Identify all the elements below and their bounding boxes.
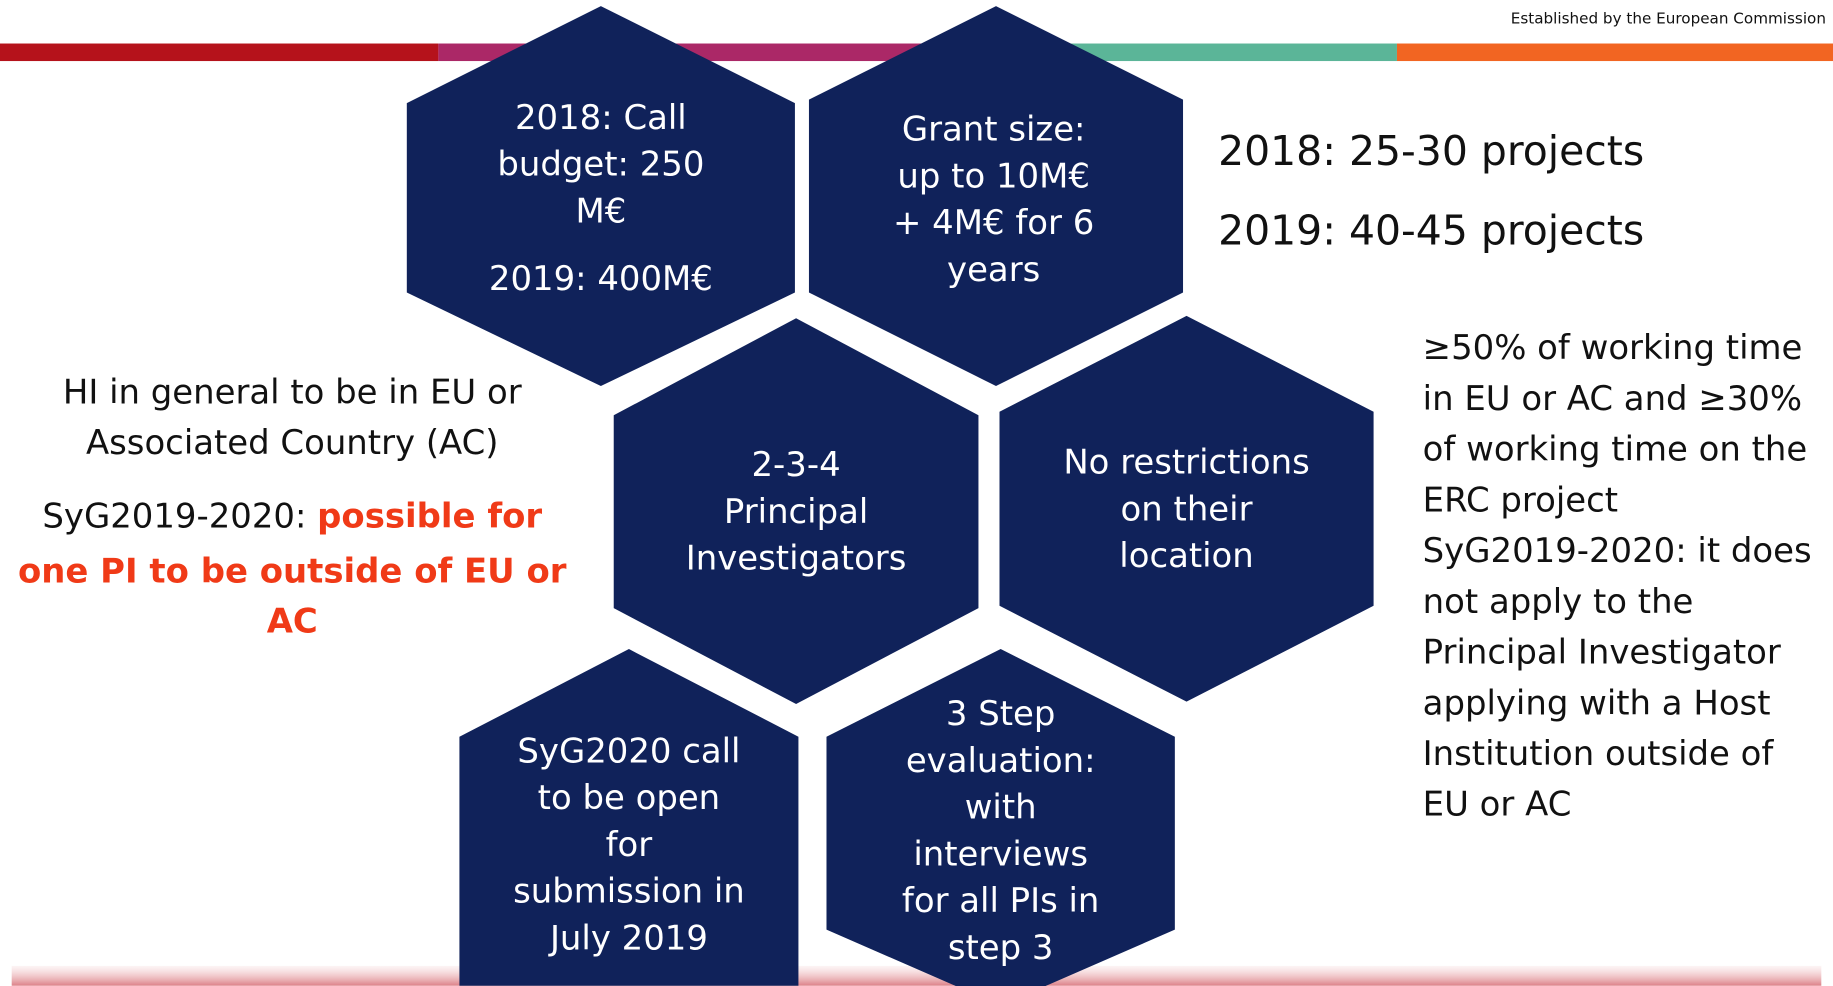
host-text: HI in general to be in EU or: [63, 373, 522, 412]
hexagon-text: 2-3-4: [752, 445, 841, 484]
hexagon-text: interviews: [913, 834, 1088, 873]
projects-text: 2019: 40-45 projects: [1218, 207, 1644, 255]
header-tagline: Established by the European Commission: [1511, 10, 1826, 28]
hexagon-text: step 3: [948, 928, 1054, 967]
hexagon-text: M€: [575, 191, 626, 230]
working-time-text: in EU or AC and ≥30%: [1423, 379, 1802, 418]
hexagon-text: + 4M€ for 6: [893, 203, 1094, 242]
texts: 2018: Call budget: 250 M€ 2019: 400M€ Grant …: [18, 98, 1812, 967]
working-time-text: Institution outside of: [1423, 734, 1775, 773]
hexagon-text: for: [606, 825, 653, 864]
projects-text: 2018: 25-30 projects: [1218, 127, 1644, 175]
hexagon: [999, 315, 1374, 702]
working-time-text: not apply to the: [1423, 582, 1694, 621]
hexagon-text: 2018: Call: [515, 98, 687, 137]
top-bar-red: [0, 43, 439, 62]
host-note-prefix: SyG2019-2020:: [42, 496, 306, 535]
hexagon-text: with: [965, 788, 1037, 827]
hexagon-text: for all PIs in: [902, 881, 1100, 920]
hexagon: [613, 318, 979, 705]
hexagon-text: budget: 250: [497, 145, 704, 184]
host-note-highlight: AC: [267, 602, 318, 641]
hexagon-text: evaluation:: [906, 741, 1096, 780]
host-note-highlight: possible for: [317, 496, 542, 535]
working-time-text: SyG2019-2020: it does: [1423, 531, 1812, 570]
hexagon: [459, 649, 799, 986]
hexagon-text: to be open: [538, 778, 721, 817]
working-time-text: ≥50% of working time: [1423, 328, 1803, 367]
hexagon-text: Investigators: [686, 539, 907, 578]
host-note-highlight: one PI to be outside of EU or: [18, 551, 567, 590]
hexagon-text: 3 Step: [946, 694, 1055, 733]
hexagon-text: Principal: [724, 492, 868, 531]
hexagon: [808, 6, 1184, 387]
hexagon-text: on their: [1121, 489, 1253, 528]
working-time-text: Principal Investigator: [1423, 633, 1781, 672]
working-time-text: of working time on the: [1423, 430, 1808, 469]
working-time-text: ERC project: [1423, 480, 1618, 519]
hexagon: [826, 649, 1175, 986]
top-bar-orange: [1396, 43, 1833, 62]
hexagon: [406, 6, 795, 387]
working-time-text: applying with a Host: [1423, 683, 1771, 722]
hexagon-text: 2019: 400M€: [489, 259, 713, 298]
hexagon-text: Grant size:: [902, 110, 1086, 149]
host-note: SyG2019-2020: possible for: [42, 496, 542, 535]
hexagon-text: No restrictions: [1063, 443, 1309, 482]
host-text: Associated Country (AC): [86, 423, 499, 462]
hexagon-text: location: [1119, 536, 1253, 575]
hexagon-text: submission in: [513, 872, 745, 911]
hexagon-text: July 2019: [548, 918, 708, 957]
hexagon-text: years: [947, 250, 1040, 289]
hexagon-text: up to 10M€: [897, 156, 1089, 195]
hexagons: [406, 6, 1374, 986]
hexagon-text: SyG2020 call: [517, 731, 740, 770]
working-time-text: EU or AC: [1423, 785, 1572, 824]
